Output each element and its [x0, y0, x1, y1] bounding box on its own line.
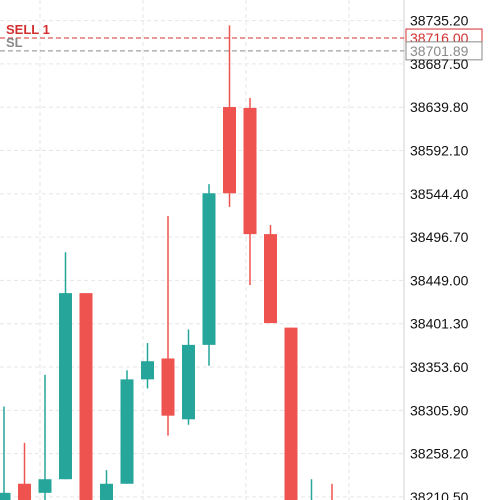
candle-body — [0, 492, 11, 500]
candle-body — [79, 293, 93, 500]
candle-body — [141, 361, 154, 380]
candle — [59, 252, 72, 480]
price-ticks: 38735.20 38687.50 38639.80 38592.10 38544.40… — [410, 13, 469, 500]
candle — [100, 470, 113, 500]
price-tick-label: 38687.50 — [410, 56, 469, 72]
candle — [38, 374, 52, 500]
candle — [18, 442, 31, 500]
order-price-tag — [405, 41, 483, 61]
candle — [284, 327, 298, 500]
candle-body — [202, 193, 216, 345]
candle — [331, 483, 333, 500]
candle-body — [100, 483, 113, 500]
price-tick-label: 38449.00 — [410, 272, 469, 288]
price-tick-label: 38592.10 — [410, 143, 469, 159]
candle — [310, 479, 313, 500]
candle-body — [223, 107, 236, 194]
order-line-sl[interactable]: SL 38701.89 — [0, 35, 483, 61]
candle-body — [264, 234, 277, 324]
price-tick-label: 38544.40 — [410, 186, 469, 202]
candle — [243, 97, 257, 285]
candle-body — [161, 358, 175, 416]
candle-body — [38, 479, 52, 493]
order-line-label: SL — [6, 35, 23, 50]
price-tick-label: 38353.60 — [410, 359, 469, 375]
order-price-tag-text: 38701.89 — [410, 43, 469, 59]
candle-body — [59, 293, 72, 480]
candle — [79, 293, 93, 500]
price-tick-label: 38639.80 — [410, 99, 469, 115]
candle-body — [243, 107, 257, 235]
candle-body — [120, 379, 134, 484]
candle — [141, 343, 154, 389]
candle-body — [182, 344, 195, 420]
grid — [0, 0, 404, 500]
price-tick-label: 38401.30 — [410, 316, 469, 332]
candle — [223, 25, 236, 207]
price-tick-label: 38305.90 — [410, 402, 469, 418]
candles — [0, 25, 333, 500]
candle — [0, 406, 11, 500]
order-line-label: SELL 1 — [6, 22, 50, 37]
price-tick-label: 38210.50 — [410, 489, 469, 500]
candle — [182, 329, 195, 425]
candle — [202, 184, 216, 366]
price-tick-label: 38735.20 — [410, 13, 469, 29]
price-tick-label: 38496.70 — [410, 229, 469, 245]
candle-body — [18, 483, 31, 500]
price-tick-label: 38258.20 — [410, 446, 469, 462]
candle — [120, 370, 134, 484]
candle — [264, 225, 277, 324]
candle — [161, 215, 175, 436]
candle-body — [284, 327, 298, 500]
